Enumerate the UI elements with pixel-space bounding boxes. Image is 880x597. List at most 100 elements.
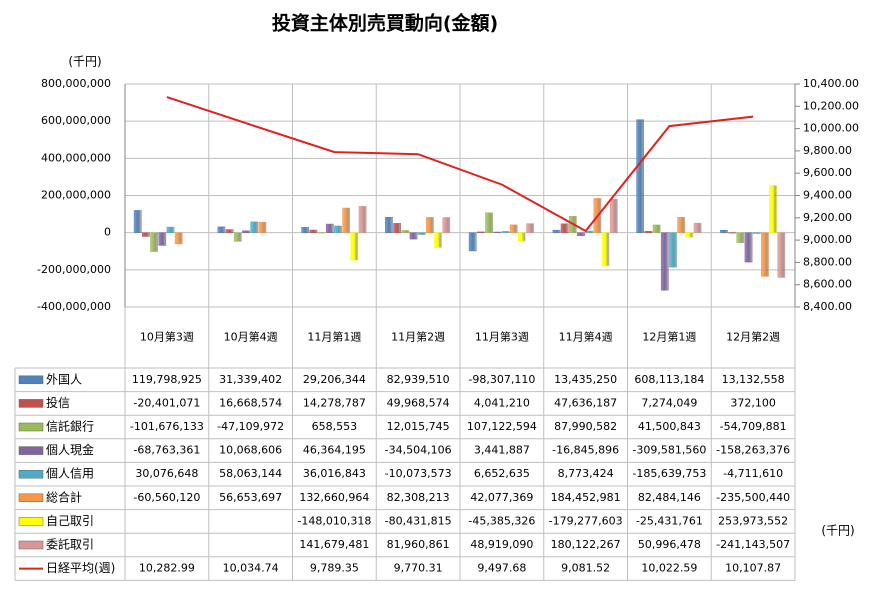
legend-key — [18, 469, 44, 479]
bar — [301, 226, 310, 233]
bar — [334, 225, 342, 233]
chart-title: 投資主体別売買動向(金額) — [272, 12, 498, 35]
table-value: 372,100 — [730, 396, 776, 409]
table-value: 50,996,478 — [638, 538, 701, 551]
table-value: 10,282.99 — [139, 562, 195, 575]
bar — [777, 232, 786, 278]
bar — [644, 231, 653, 233]
table-value: -60,560,120 — [133, 491, 200, 504]
y-tick-label: 400,000,000 — [41, 151, 111, 164]
bar — [217, 226, 226, 233]
bar — [585, 230, 594, 233]
bar — [609, 198, 618, 233]
y2-tick-label: 9,600.00 — [803, 166, 852, 179]
table-value: 30,076,648 — [135, 467, 198, 480]
table-value: 46,364,195 — [303, 444, 366, 457]
bar — [493, 231, 502, 233]
bar — [761, 232, 769, 277]
table-unit: (千円) — [821, 524, 854, 538]
table-value: 81,960,861 — [387, 538, 450, 551]
y2-tick-label: 8,800.00 — [803, 255, 852, 268]
legend-label: 自己取引 — [46, 514, 94, 528]
legend-key — [18, 540, 44, 550]
table-value: 8,773,424 — [558, 467, 614, 480]
table-value: 132,660,964 — [299, 491, 369, 504]
table-value: -309,581,560 — [632, 444, 706, 457]
table-value: 7,274,049 — [641, 396, 697, 409]
table-value: -16,845,896 — [552, 444, 619, 457]
table-value: 31,339,402 — [219, 373, 282, 386]
bar — [133, 210, 142, 233]
table-value: -34,504,106 — [385, 444, 452, 457]
bar — [417, 232, 426, 235]
table-value: -179,277,603 — [549, 514, 623, 527]
x-tick-label: 11月第3週 — [475, 330, 529, 344]
bar — [233, 232, 242, 242]
bar — [769, 185, 777, 233]
table-value: 4,041,210 — [474, 396, 530, 409]
x-tick-label: 11月第1週 — [307, 330, 361, 344]
y2-tick-label: 9,000.00 — [803, 233, 852, 246]
table-value: 9,081.52 — [561, 562, 610, 575]
bar — [685, 232, 694, 238]
table-value: 13,435,250 — [554, 373, 617, 386]
table-value: 253,973,552 — [718, 514, 788, 527]
legend-label: 外国人 — [46, 372, 82, 386]
table-value: -68,763,361 — [133, 444, 200, 457]
bar — [509, 224, 518, 233]
legend-key — [18, 446, 44, 455]
y2-tick-label: 10,200.00 — [803, 99, 859, 112]
bar — [720, 229, 728, 233]
bar — [660, 232, 669, 291]
bar — [350, 232, 359, 261]
table-value: 56,653,697 — [219, 491, 282, 504]
table-value: 36,016,843 — [303, 467, 366, 480]
table-value: -47,109,972 — [217, 420, 284, 433]
legend-label: 個人現金 — [46, 442, 94, 457]
table-value: 107,122,594 — [467, 420, 537, 433]
bar — [258, 221, 267, 233]
x-tick-label: 11月第2週 — [391, 330, 445, 344]
table-value: -80,431,815 — [385, 514, 452, 527]
bar — [325, 223, 334, 233]
table-value: -25,431,761 — [636, 514, 703, 527]
legend-label: 日経平均(週) — [46, 561, 115, 575]
y-unit: (千円) — [68, 55, 101, 69]
bar — [636, 119, 645, 233]
table-value: -45,385,326 — [468, 514, 535, 527]
legend-key — [18, 399, 44, 408]
bar — [434, 232, 442, 248]
bar — [409, 232, 418, 240]
y2-tick-label: 8,400.00 — [803, 300, 852, 313]
table-value: -20,401,071 — [133, 396, 200, 409]
table-value: 29,206,344 — [303, 373, 366, 386]
table-value: 47,636,187 — [554, 396, 617, 409]
bar — [468, 232, 477, 252]
bar — [142, 232, 150, 237]
table-value: -4,711,610 — [723, 467, 783, 480]
bar — [601, 232, 610, 267]
bar — [342, 207, 351, 233]
legend-key — [18, 375, 44, 385]
table-value: -98,307,110 — [468, 373, 535, 386]
table-value: 41,500,843 — [638, 420, 701, 433]
legend-label: 総合計 — [46, 489, 82, 504]
bar — [752, 232, 761, 234]
y2-tick-label: 9,800.00 — [803, 144, 852, 157]
bar — [652, 224, 661, 233]
legend-label: 信託銀行 — [46, 419, 94, 434]
y2-tick-label: 9,400.00 — [803, 189, 852, 202]
bar — [150, 232, 158, 252]
y2-tick-label: 10,400.00 — [803, 77, 859, 90]
table-value: -54,709,881 — [720, 420, 787, 433]
bar — [560, 223, 569, 233]
x-tick-label: 12月第1週 — [642, 330, 696, 344]
bar — [442, 217, 451, 233]
table-value: 6,652,635 — [474, 467, 530, 480]
legend-key — [18, 422, 44, 432]
bar — [225, 229, 234, 233]
table-value: 658,553 — [312, 420, 358, 433]
bar — [158, 232, 167, 246]
